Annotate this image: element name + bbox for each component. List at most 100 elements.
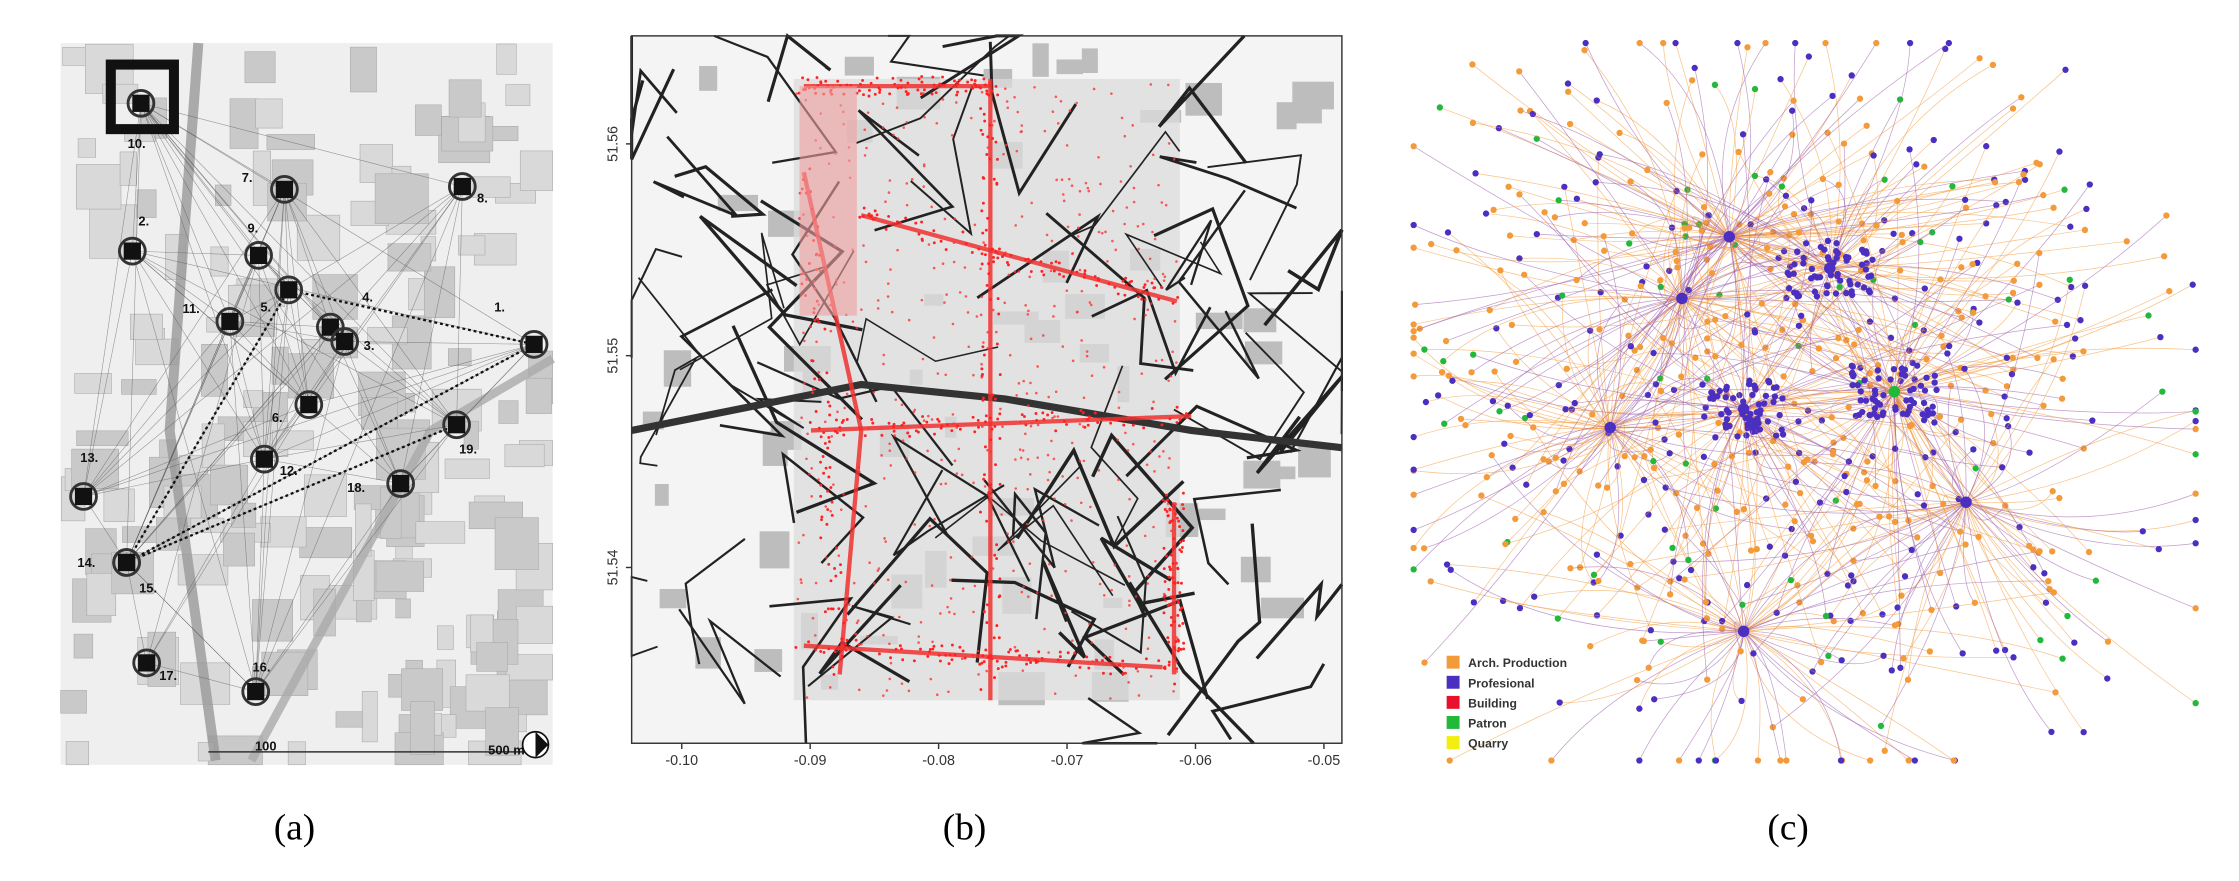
node bbox=[1595, 482, 1602, 489]
edge bbox=[1681, 298, 1812, 536]
activity-point bbox=[1121, 279, 1125, 283]
activity-point bbox=[884, 200, 887, 204]
node bbox=[2192, 417, 2199, 425]
link bbox=[229, 289, 289, 322]
hub bbox=[1737, 403, 1750, 415]
activity-point bbox=[1110, 588, 1113, 592]
node-halo bbox=[330, 327, 360, 356]
edge bbox=[1584, 222, 1730, 238]
activity-point bbox=[840, 637, 844, 641]
activity-point bbox=[1146, 574, 1150, 578]
activity-point bbox=[1126, 416, 1130, 419]
activity-point bbox=[1121, 659, 1125, 663]
building-block bbox=[415, 521, 466, 544]
activity-point bbox=[984, 414, 988, 418]
activity-point bbox=[941, 75, 944, 79]
activity-point bbox=[898, 615, 901, 619]
edge bbox=[1743, 408, 1771, 547]
activity-point bbox=[1173, 581, 1177, 585]
activity-point bbox=[1176, 598, 1180, 602]
monument bbox=[255, 450, 273, 468]
activity-point bbox=[994, 140, 998, 144]
activity-point bbox=[1019, 421, 1022, 424]
activity-point bbox=[1137, 247, 1140, 251]
activity-point bbox=[1042, 273, 1046, 277]
activity-point bbox=[819, 536, 823, 540]
activity-point bbox=[1134, 666, 1138, 670]
edge bbox=[1743, 504, 1858, 632]
activity-point bbox=[1050, 239, 1054, 243]
activity-point bbox=[974, 85, 978, 89]
activity-point bbox=[1047, 395, 1051, 399]
activity-point bbox=[828, 686, 832, 689]
edge bbox=[1809, 268, 1831, 372]
node bbox=[1917, 238, 1924, 246]
site-label: 6. bbox=[272, 410, 283, 425]
node bbox=[2063, 321, 2071, 329]
node bbox=[1931, 372, 1939, 379]
edge bbox=[1520, 110, 1730, 238]
node bbox=[1898, 231, 1905, 239]
activity-point bbox=[979, 267, 982, 271]
activity-point bbox=[913, 471, 917, 474]
activity-point bbox=[1095, 284, 1099, 287]
activity-point bbox=[1059, 100, 1063, 103]
activity-point bbox=[955, 472, 959, 475]
activity-point bbox=[1024, 257, 1027, 261]
activity-point bbox=[1082, 425, 1085, 428]
activity-point bbox=[822, 650, 826, 654]
activity-point bbox=[941, 262, 945, 266]
activity-point bbox=[1174, 640, 1178, 644]
node bbox=[1890, 230, 1897, 237]
node bbox=[1699, 381, 1706, 388]
building-block bbox=[65, 741, 89, 766]
activity-point bbox=[1097, 155, 1100, 159]
edge bbox=[1681, 166, 1925, 299]
node bbox=[1945, 39, 1953, 47]
activity-point bbox=[992, 260, 996, 264]
node bbox=[1865, 273, 1872, 280]
node bbox=[1836, 284, 1843, 291]
activity-point bbox=[955, 426, 959, 429]
edge bbox=[1439, 107, 1730, 238]
activity-point bbox=[889, 464, 893, 467]
node bbox=[1830, 617, 1837, 625]
node bbox=[1837, 277, 1844, 284]
activity-point bbox=[1175, 561, 1178, 565]
activity-point bbox=[1117, 406, 1121, 410]
edge bbox=[1705, 408, 1744, 603]
node bbox=[1753, 545, 1760, 553]
node bbox=[1740, 506, 1748, 513]
edge bbox=[1610, 426, 1815, 462]
activity-point bbox=[980, 295, 984, 299]
node bbox=[1901, 372, 1909, 379]
node bbox=[1771, 393, 1779, 400]
node bbox=[1633, 676, 1641, 684]
activity-point bbox=[1034, 412, 1038, 415]
activity-point bbox=[1116, 292, 1120, 296]
activity-point bbox=[800, 416, 803, 420]
activity-point bbox=[1124, 431, 1127, 435]
node bbox=[2052, 689, 2059, 696]
activity-point bbox=[991, 137, 995, 140]
activity-point bbox=[982, 341, 985, 344]
edge bbox=[1609, 427, 1708, 603]
building-block bbox=[272, 430, 314, 450]
activity-point bbox=[996, 157, 999, 161]
activity-point bbox=[1173, 512, 1177, 516]
node bbox=[1571, 399, 1578, 407]
activity-point bbox=[892, 133, 895, 137]
activity-point bbox=[1087, 666, 1091, 670]
site-label: 3. bbox=[364, 338, 375, 353]
activity-point bbox=[1061, 475, 1064, 478]
node bbox=[1860, 469, 1868, 476]
activity-point bbox=[973, 430, 977, 434]
activity-point bbox=[836, 647, 840, 651]
node bbox=[1644, 166, 1651, 174]
node bbox=[1469, 61, 1476, 68]
activity-point bbox=[814, 581, 818, 585]
street bbox=[988, 41, 1078, 197]
activity-point bbox=[872, 582, 876, 585]
activity-point bbox=[1070, 519, 1073, 522]
